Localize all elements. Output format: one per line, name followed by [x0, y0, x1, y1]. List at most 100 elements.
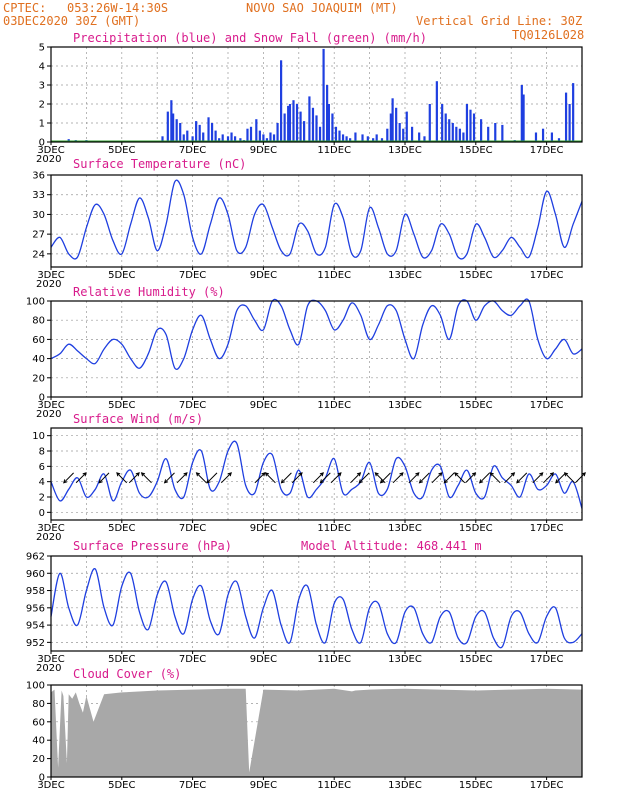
precipitation-bar	[389, 113, 392, 142]
x-tick-label: 15DEC	[459, 270, 493, 281]
panel-title: Cloud Cover (%)	[73, 667, 181, 681]
panel-frame	[50, 174, 583, 268]
precipitation-bar	[541, 128, 545, 142]
wind-vector-arrow	[330, 472, 342, 484]
x-tick-label: 7DEC	[179, 145, 206, 156]
wind-vector-arrow	[431, 472, 443, 484]
precipitation-bar	[557, 138, 561, 142]
y-tick-label: 100	[26, 297, 45, 308]
x-tick-label: 17DEC	[530, 270, 564, 281]
x-tick-label: 13DEC	[388, 270, 422, 281]
y-tick-label: 100	[26, 681, 45, 692]
wind-vector-arrow	[563, 472, 575, 484]
x-tick-label: 3DEC	[37, 270, 64, 281]
precipitation-bar	[469, 109, 472, 142]
panel-frame	[50, 46, 583, 143]
x-tick-label: 9DEC	[250, 400, 277, 411]
x-tick-label: 5DEC	[108, 400, 135, 411]
precipitation-bar	[462, 132, 465, 142]
x-tick-label: 9DEC	[250, 270, 277, 281]
panel-2: Relative Humidity (%) 0 20 40 60 80 100 3DEC 5DE…	[26, 285, 583, 420]
y-tick-label: 5	[39, 43, 45, 54]
x-tick-label: 3DEC	[37, 523, 64, 534]
wind-vector-arrow	[408, 472, 420, 484]
panel-4: Surface Pressure (hPa) Model Altitude: 46…	[26, 539, 583, 674]
y-tick-label: 40	[32, 354, 45, 365]
precipitation-bar	[345, 136, 348, 142]
series-line	[50, 179, 583, 260]
precipitation-bar	[255, 119, 258, 142]
x-tick-label: 9DEC	[250, 654, 277, 665]
series-line	[50, 440, 583, 509]
precipitation-bar	[410, 126, 414, 142]
year-label: 2020	[36, 279, 61, 290]
precipitation-bar	[326, 85, 329, 142]
precipitation-bar	[239, 138, 242, 142]
x-tick-label: 13DEC	[388, 780, 422, 791]
precipitation-bar	[534, 132, 538, 142]
y-tick-label: 4	[39, 62, 45, 73]
precipitation-bar	[444, 113, 447, 142]
wind-vector-arrow	[392, 472, 404, 484]
precipitation-bar	[315, 115, 318, 142]
precipitation-bar	[568, 104, 571, 142]
precipitation-bar	[380, 138, 384, 142]
panel-0: Precipitation (blue) and Snow Fall (gree…	[36, 31, 583, 165]
precipitation-bar	[198, 124, 201, 142]
x-tick-label: 17DEC	[530, 523, 564, 534]
wind-vector-arrow	[516, 472, 528, 484]
precipitation-bar	[280, 60, 283, 142]
precipitation-bar	[269, 132, 272, 142]
precipitation-bar	[465, 104, 469, 142]
x-tick-label: 3DEC	[37, 654, 64, 665]
x-tick-label: 17DEC	[530, 400, 564, 411]
precipitation-bar	[338, 130, 341, 142]
y-tick-label: 80	[32, 316, 45, 327]
y-tick-label: 962	[26, 552, 45, 563]
precipitation-bar	[283, 113, 286, 142]
precipitation-bar	[448, 119, 451, 142]
precipitation-bar	[366, 136, 369, 142]
precipitation-bar	[501, 124, 504, 142]
precipitation-bar	[202, 132, 205, 142]
precipitation-bar	[418, 132, 421, 142]
precipitation-bar	[226, 136, 230, 142]
x-tick-label: 17DEC	[530, 654, 564, 665]
y-tick-label: 36	[32, 171, 45, 182]
y-tick-label: 954	[26, 621, 45, 632]
precipitation-bar	[402, 128, 405, 142]
wind-vector-arrow	[504, 472, 516, 484]
wind-vector-arrow	[532, 472, 544, 484]
precipitation-bar	[246, 128, 249, 142]
precipitation-bar	[287, 105, 290, 142]
wind-vector-arrow	[220, 472, 232, 484]
y-tick-label: 6	[39, 462, 45, 473]
panel-3: Surface Wind (m/s) 0 2 4 6 8 10 3DEC 5DEC 7DEC 9DE…	[32, 412, 586, 543]
precipitation-bar	[391, 98, 394, 142]
precipitation-bar	[318, 126, 322, 142]
wind-vector-arrow	[418, 472, 430, 484]
y-tick-label: 958	[26, 586, 45, 597]
x-tick-label: 7DEC	[179, 523, 206, 534]
wind-vector-arrow	[443, 472, 455, 484]
wind-vector-arrow	[116, 472, 128, 484]
y-tick-label: 24	[32, 249, 45, 260]
precipitation-bar	[218, 138, 221, 142]
x-tick-label: 13DEC	[388, 400, 422, 411]
panel-frame	[50, 555, 583, 652]
x-tick-label: 9DEC	[250, 780, 277, 791]
header-location: NOVO SAO JOAQUIM (MT)	[246, 1, 398, 15]
precipitation-bar	[191, 136, 194, 142]
precipitation-bar	[262, 134, 265, 142]
precipitation-bar	[265, 138, 269, 142]
precipitation-bar	[487, 126, 490, 142]
x-tick-label: 11DEC	[317, 270, 351, 281]
panel-frame	[50, 427, 583, 521]
wind-vector-arrow	[128, 472, 140, 484]
precipitation-bar	[214, 130, 217, 142]
wind-vector-arrow	[312, 472, 324, 484]
y-tick-label: 27	[32, 230, 45, 241]
header-grid-note: Vertical Grid Line: 30Z	[416, 14, 582, 28]
header-run: 03DEC2020 30Z (GMT)	[3, 14, 140, 28]
precipitation-bar	[172, 113, 175, 142]
